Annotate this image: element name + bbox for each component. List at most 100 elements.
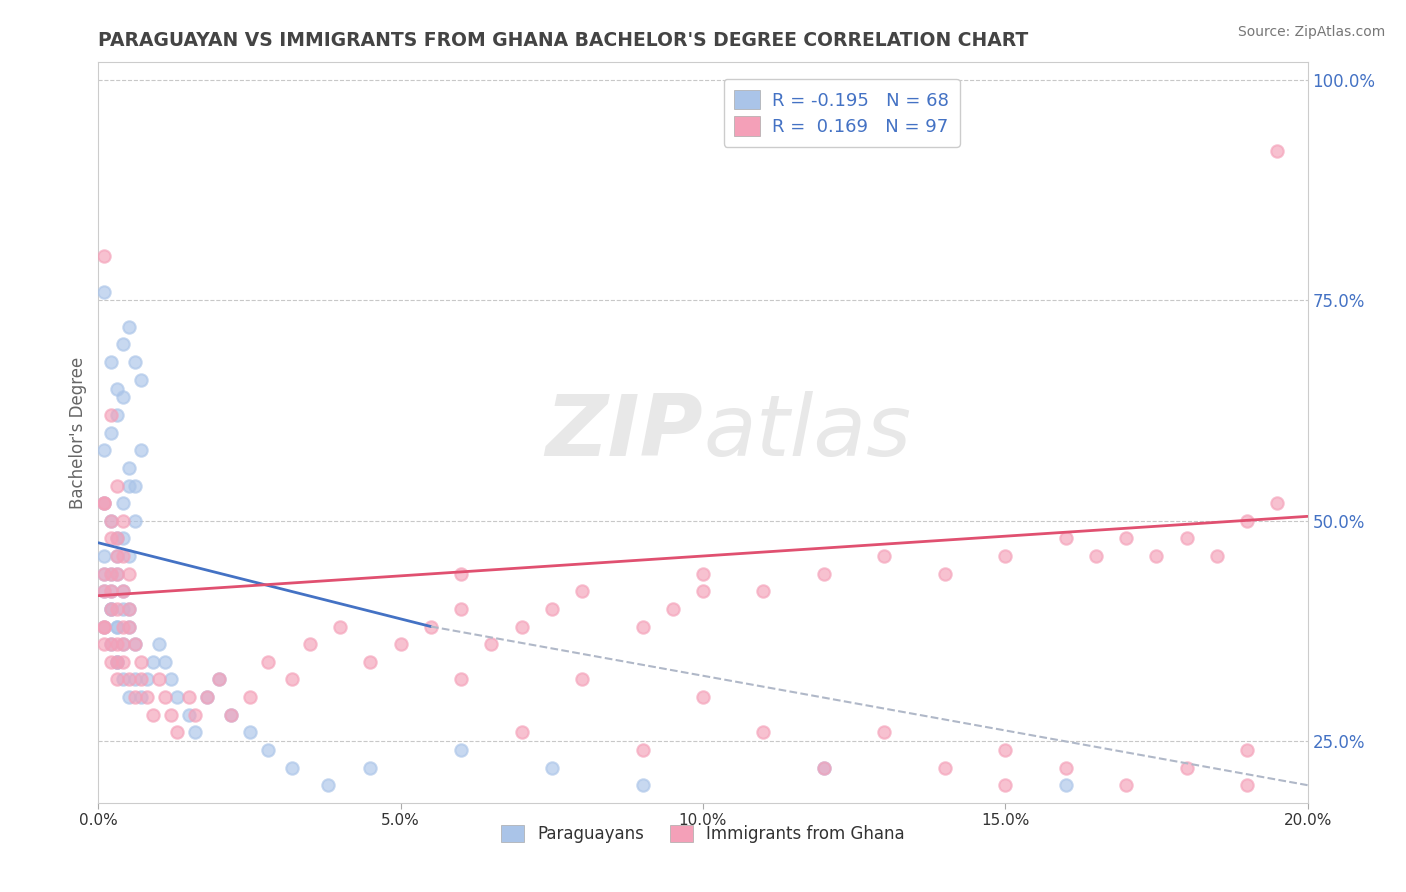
Point [105,566,128,581]
Point [93,584,115,599]
Point [1236,778,1258,792]
Point [208,673,231,687]
Point [93,584,115,599]
Point [179,707,201,722]
Point [142,707,165,722]
Point [100,355,122,369]
Text: atlas: atlas [703,391,911,475]
Point [105,673,128,687]
Point [631,743,654,757]
Point [105,655,128,669]
Point [118,461,141,475]
Point [100,514,122,528]
Point [105,549,128,563]
Point [118,602,141,616]
Point [208,673,231,687]
Point [994,743,1017,757]
Point [281,673,304,687]
Point [100,584,122,599]
Point [100,408,122,422]
Point [111,619,134,633]
Point [111,496,134,510]
Point [100,637,122,651]
Point [100,425,122,440]
Point [166,725,188,739]
Text: PARAGUAYAN VS IMMIGRANTS FROM GHANA BACHELOR'S DEGREE CORRELATION CHART: PARAGUAYAN VS IMMIGRANTS FROM GHANA BACH… [98,30,1029,50]
Point [299,637,322,651]
Point [105,566,128,581]
Point [105,619,128,633]
Point [153,690,176,704]
Point [100,655,122,669]
Point [129,690,152,704]
Point [111,532,134,546]
Legend: Paraguayans, Immigrants from Ghana: Paraguayans, Immigrants from Ghana [495,819,911,850]
Point [389,637,412,651]
Point [184,707,207,722]
Point [100,584,122,599]
Point [129,673,152,687]
Point [360,760,382,774]
Point [1054,532,1077,546]
Point [124,514,146,528]
Point [105,408,128,422]
Point [256,743,278,757]
Point [316,778,339,792]
Point [1144,549,1167,563]
Point [118,566,141,581]
Point [111,514,134,528]
Point [124,355,146,369]
Point [100,566,122,581]
Point [142,655,165,669]
Point [135,673,157,687]
Point [571,673,593,687]
Point [100,637,122,651]
Point [420,619,443,633]
Point [813,760,835,774]
Y-axis label: Bachelor's Degree: Bachelor's Degree [69,357,87,508]
Point [661,602,683,616]
Point [93,566,115,581]
Point [118,602,141,616]
Point [93,249,115,263]
Point [813,566,835,581]
Point [450,743,472,757]
Point [692,566,714,581]
Point [111,337,134,351]
Point [100,602,122,616]
Point [329,619,352,633]
Point [118,549,141,563]
Point [105,602,128,616]
Point [124,690,146,704]
Point [1236,514,1258,528]
Point [111,655,134,669]
Point [184,725,207,739]
Point [1115,532,1137,546]
Point [179,690,201,704]
Point [129,655,152,669]
Point [111,637,134,651]
Point [692,690,714,704]
Point [105,532,128,546]
Text: Source: ZipAtlas.com: Source: ZipAtlas.com [1237,25,1385,39]
Point [93,619,115,633]
Point [166,690,188,704]
Point [1175,760,1198,774]
Point [360,655,382,669]
Point [195,690,218,704]
Point [631,778,654,792]
Point [118,319,141,334]
Point [873,549,896,563]
Point [100,532,122,546]
Point [105,655,128,669]
Point [148,673,170,687]
Point [129,373,152,387]
Point [540,760,562,774]
Point [105,549,128,563]
Point [1206,549,1229,563]
Point [100,602,122,616]
Point [93,496,115,510]
Point [93,549,115,563]
Point [129,443,152,458]
Point [571,584,593,599]
